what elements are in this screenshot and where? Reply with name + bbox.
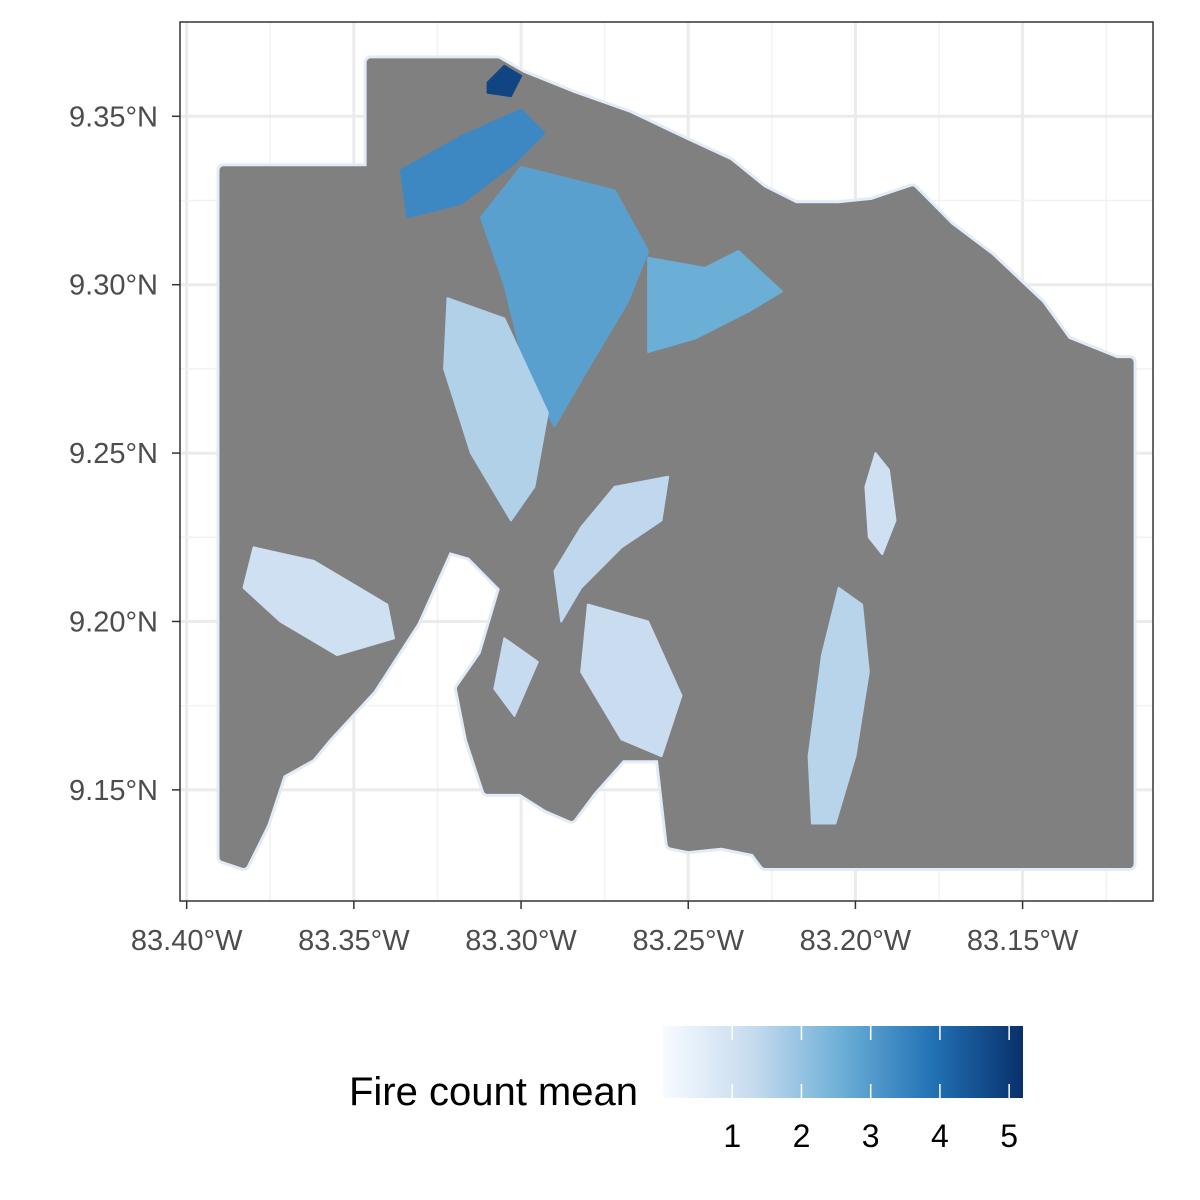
fire-patch <box>807 586 870 825</box>
fire-patch <box>479 165 650 428</box>
x-tick-label: 83.15°W <box>967 925 1079 957</box>
colorbar-tick-label: 3 <box>862 1118 880 1154</box>
colorbar-tick-label: 5 <box>1000 1118 1018 1154</box>
colorbar-tick-label: 4 <box>931 1118 949 1154</box>
y-tick-label: 9.25°N <box>69 438 158 470</box>
fire-patch <box>443 297 549 522</box>
colorbar-tick-label: 1 <box>723 1118 741 1154</box>
x-tick-label: 83.40°W <box>131 925 243 957</box>
x-tick-label: 83.20°W <box>800 925 912 957</box>
fire-patch <box>553 475 670 623</box>
x-tick-label: 83.25°W <box>632 925 744 957</box>
fire-patch <box>486 64 523 98</box>
fire-patch <box>864 452 897 556</box>
region-polygon <box>219 58 1134 868</box>
fire-patch <box>242 546 395 657</box>
map-layer <box>216 55 1137 871</box>
colorbar <box>663 1026 1023 1098</box>
x-tick-label: 83.35°W <box>298 925 410 957</box>
y-tick-label: 9.20°N <box>69 606 158 638</box>
axes: 83.40°W 83.35°W 83.30°W 83.25°W 83.20°W 83.15… <box>69 101 1079 957</box>
y-tick-label: 9.15°N <box>69 775 158 807</box>
fire-patch <box>493 637 539 717</box>
fire-patch <box>647 250 783 353</box>
fire-patch <box>399 108 546 219</box>
legend-title: Fire count mean <box>349 1070 638 1114</box>
plot-panel-border <box>179 21 1154 902</box>
fire-patch <box>580 603 683 758</box>
colorbar-ticks: 1 2 3 4 5 <box>723 1026 1018 1154</box>
y-tick-label: 9.30°N <box>69 270 158 302</box>
colorbar-tick-label: 2 <box>793 1118 811 1154</box>
legend: Fire count mean 1 2 3 4 5 <box>349 1026 1023 1154</box>
y-tick-label: 9.35°N <box>69 101 158 133</box>
x-tick-label: 83.30°W <box>465 925 577 957</box>
